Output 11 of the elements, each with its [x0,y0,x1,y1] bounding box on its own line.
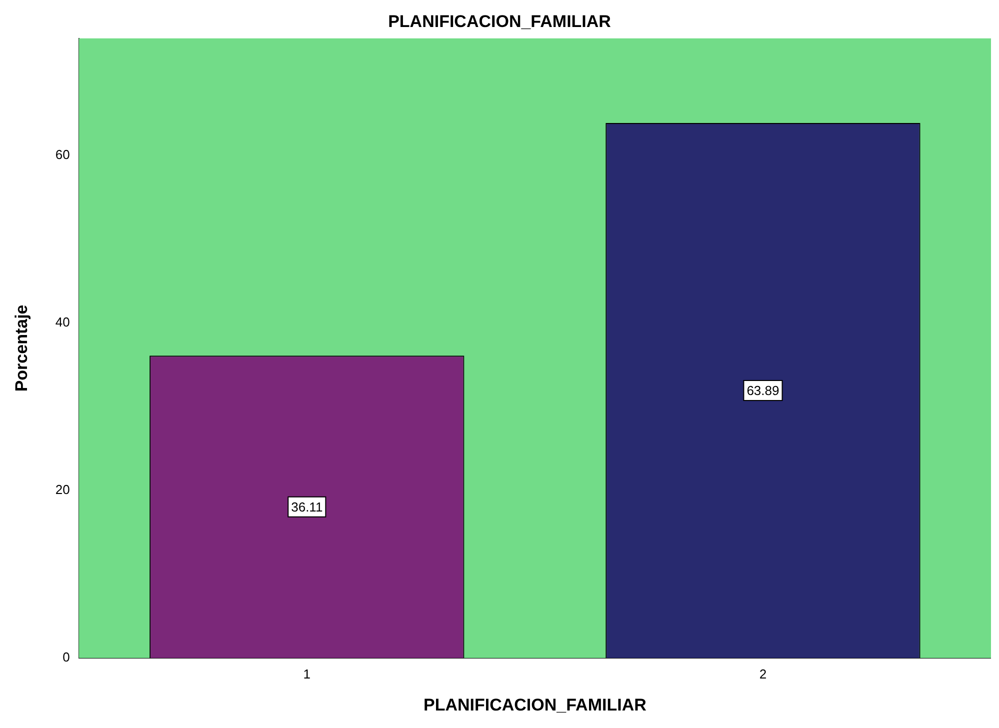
chart-title: PLANIFICACION_FAMILIAR [388,12,611,31]
x-tick-label: 2 [759,666,767,682]
y-tick-label: 40 [55,314,70,330]
x-axis-title: PLANIFICACION_FAMILIAR [423,695,646,714]
y-tick-label: 60 [55,147,70,162]
data-label: 36.11 [291,499,323,514]
x-tick-label: 1 [303,666,311,682]
y-tick-label: 20 [55,482,70,498]
data-label: 63.89 [746,383,780,398]
y-axis-title: Porcentaje [12,304,31,392]
y-tick-label: 0 [62,650,70,665]
